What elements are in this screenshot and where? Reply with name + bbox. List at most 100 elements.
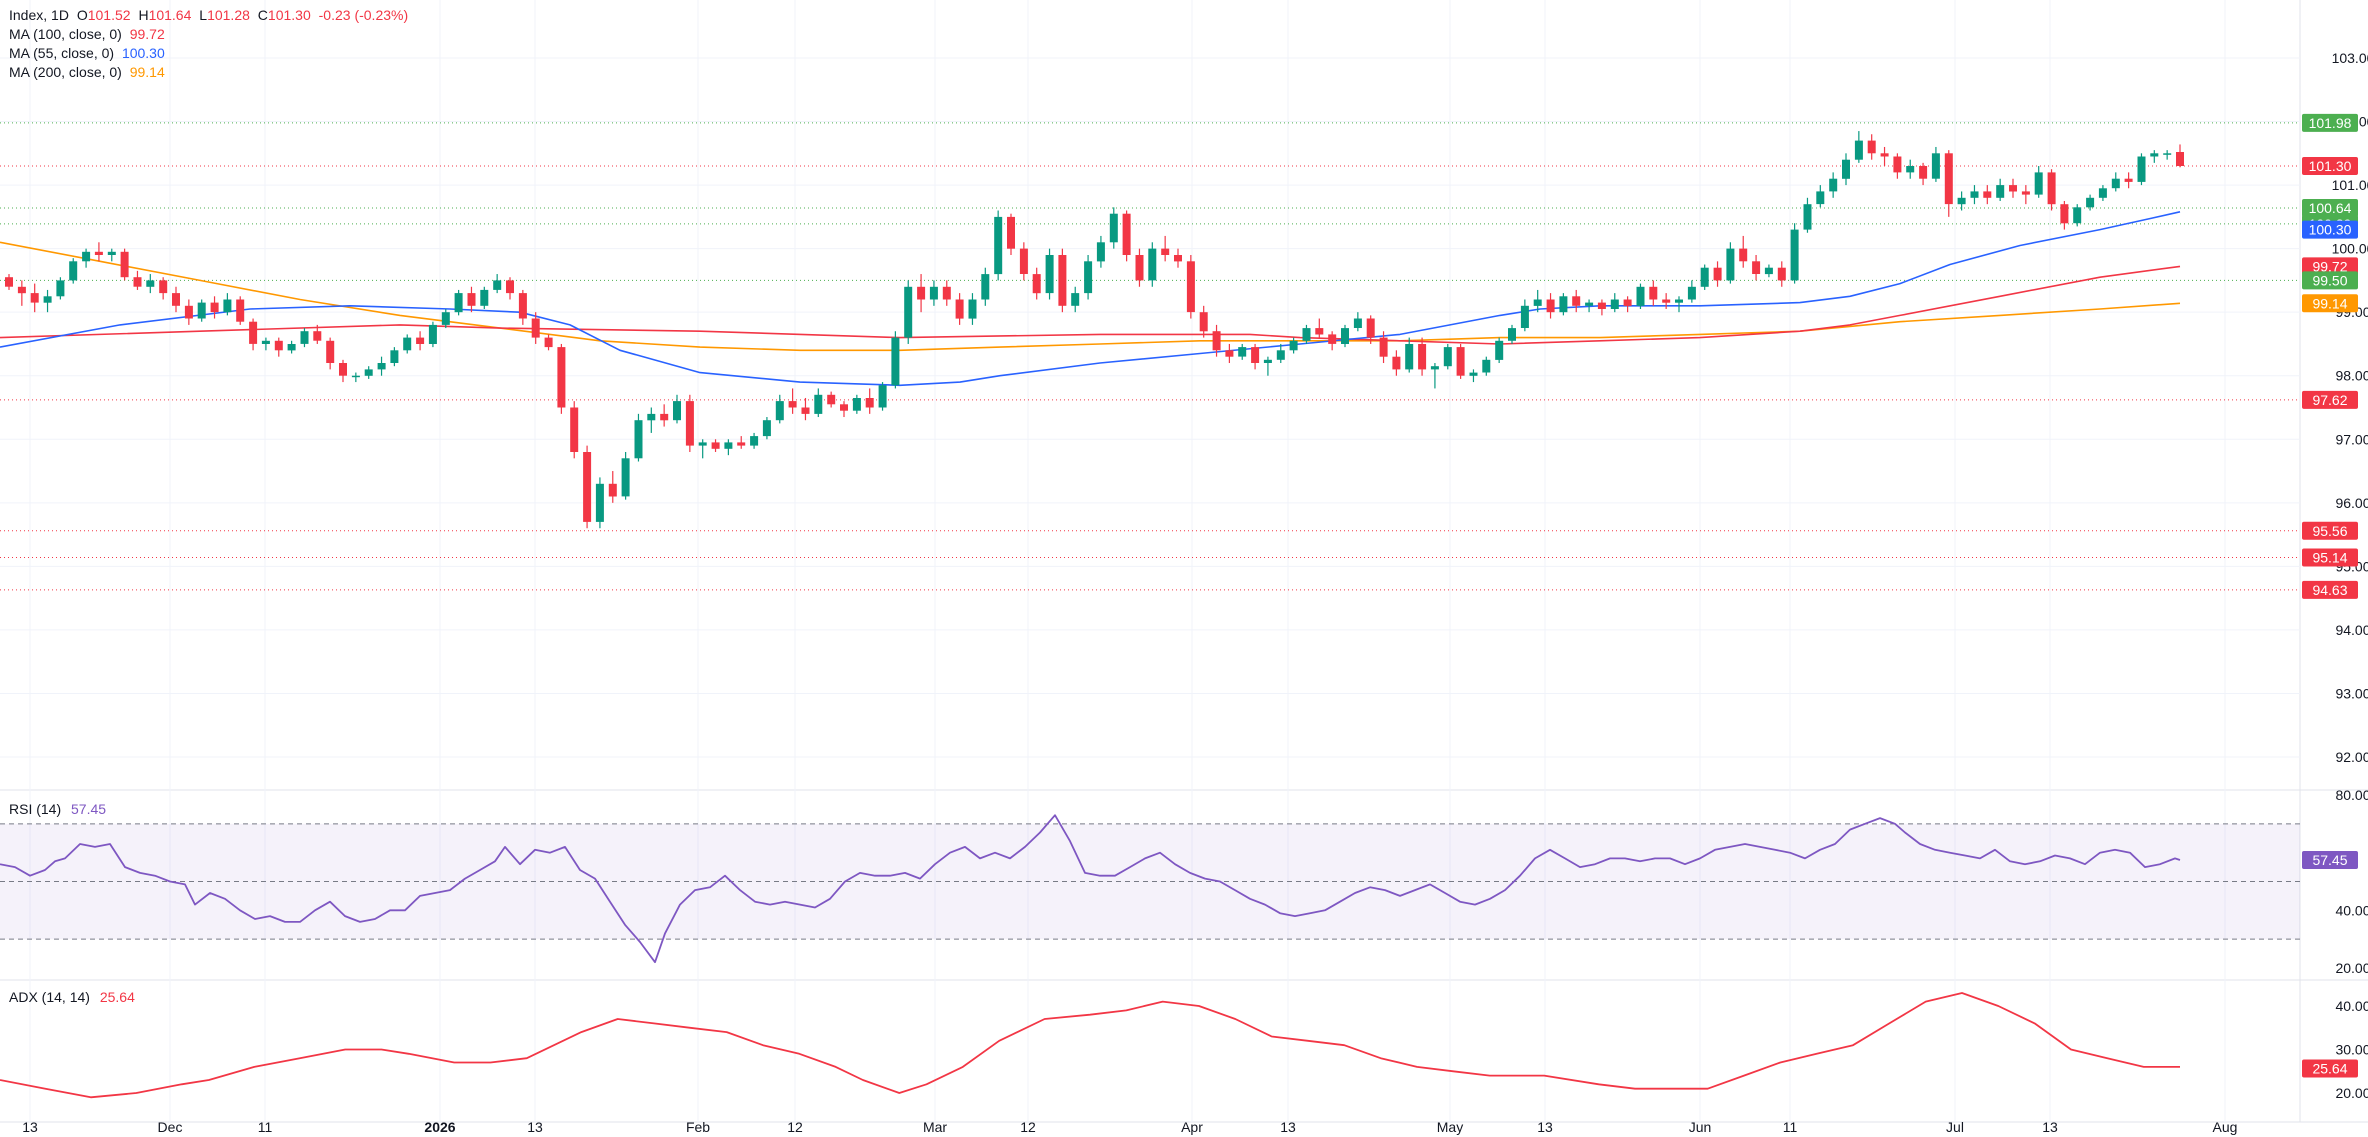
candle	[287, 340, 296, 354]
candle	[1430, 363, 1439, 389]
candle-body	[377, 363, 386, 370]
candle-body	[1058, 255, 1067, 306]
candle-body	[724, 442, 733, 449]
candle	[788, 388, 797, 414]
candle-body	[1764, 267, 1773, 275]
candle	[1764, 264, 1773, 278]
candle	[1405, 337, 1414, 373]
candle-body	[56, 280, 65, 297]
candle	[2098, 185, 2107, 201]
candle-body	[1443, 347, 1452, 367]
candle-body	[557, 347, 566, 408]
adx-tick-label: 40.00	[2335, 998, 2368, 1014]
candle	[1032, 267, 1041, 300]
candle	[1495, 337, 1504, 364]
level-badge-label: 94.63	[2312, 582, 2347, 598]
candle-body	[1777, 267, 1786, 281]
candle	[2034, 166, 2043, 198]
candle-body	[1353, 318, 1362, 328]
candle-body	[1713, 267, 1722, 281]
candle	[1842, 153, 1850, 186]
candle	[377, 356, 386, 376]
ma200-legend[interactable]: MA (200, close, 0) 99.14	[9, 63, 412, 82]
price-tick-label: 92.00	[2335, 749, 2368, 765]
level-badge-bg	[2302, 521, 2358, 540]
candle	[1353, 312, 1362, 332]
candle-body	[840, 404, 848, 411]
price-tick-label: 93.00	[2335, 685, 2368, 701]
candle-body	[107, 251, 116, 255]
candle-body	[852, 398, 861, 411]
candle	[2137, 153, 2146, 186]
candle-body	[1379, 337, 1388, 357]
candle	[1251, 343, 1260, 370]
candle	[274, 337, 283, 357]
candle	[1983, 185, 1992, 205]
candle	[172, 286, 180, 313]
candle-body	[1623, 299, 1632, 306]
candle-body	[1405, 344, 1414, 370]
candle	[762, 417, 771, 440]
candle	[673, 394, 681, 424]
candle-body	[1842, 159, 1850, 179]
candle-body	[621, 458, 630, 497]
candle	[1007, 213, 1015, 255]
candle	[1392, 350, 1401, 376]
candle	[1212, 324, 1221, 357]
rsi-legend[interactable]: RSI (14) 57.45	[9, 801, 112, 817]
candle-body	[441, 312, 450, 325]
adx-pane	[0, 992, 2180, 1099]
candle	[840, 401, 848, 418]
candle	[2086, 194, 2095, 211]
candle-body	[518, 293, 527, 319]
candle-body	[2098, 188, 2107, 198]
candle-body	[1546, 299, 1555, 313]
candle-body	[364, 369, 373, 376]
ma100-legend[interactable]: MA (100, close, 0) 99.72	[9, 25, 412, 44]
candle-body	[1495, 340, 1504, 360]
level-badge: 99.72	[2302, 257, 2358, 276]
adx-legend[interactable]: ADX (14, 14) 25.64	[9, 989, 141, 1005]
candle	[1931, 146, 1940, 182]
price-tick-label: 100.00	[2332, 241, 2368, 257]
candle	[1019, 242, 1028, 281]
ma55-legend[interactable]: MA (55, close, 0) 100.30	[9, 44, 412, 63]
candle-body	[1957, 197, 1966, 205]
candle	[1752, 254, 1761, 281]
candle	[1867, 134, 1876, 160]
time-tick-label: Apr	[1181, 1119, 1203, 1135]
candle	[1919, 162, 1928, 186]
price-tick-label: 94.00	[2335, 622, 2368, 638]
adx-badge-bg	[2302, 1059, 2358, 1078]
time-tick-label: 13	[2042, 1119, 2058, 1135]
level-badge-label: 99.14	[2312, 295, 2347, 311]
candle-body	[981, 274, 990, 300]
time-tick-label: May	[1437, 1119, 1463, 1135]
rsi-badge-bg	[2302, 851, 2358, 870]
candle-body	[2176, 152, 2184, 166]
candle	[1816, 185, 1825, 208]
level-badge: 95.56	[2302, 521, 2358, 540]
candle	[2009, 178, 2017, 198]
candle-body	[2060, 204, 2069, 224]
level-badge-bg	[2302, 390, 2358, 409]
candle-body	[274, 340, 283, 351]
candle	[737, 436, 746, 449]
candle	[827, 391, 836, 408]
candle-body	[1341, 328, 1349, 344]
price-tick-label: 96.00	[2335, 495, 2368, 511]
candle-body	[1032, 274, 1041, 294]
rsi-tick-label: 80.00	[2335, 787, 2368, 803]
candle	[1443, 343, 1452, 370]
candle	[1597, 299, 1606, 316]
candle-body	[1045, 255, 1054, 294]
candle	[955, 293, 964, 325]
candle	[557, 343, 566, 414]
candle-body	[685, 401, 694, 446]
candle-body	[159, 280, 168, 294]
candle-body	[1508, 328, 1516, 341]
candle-body	[1212, 331, 1221, 351]
candle	[1263, 356, 1272, 376]
candle	[43, 289, 52, 313]
